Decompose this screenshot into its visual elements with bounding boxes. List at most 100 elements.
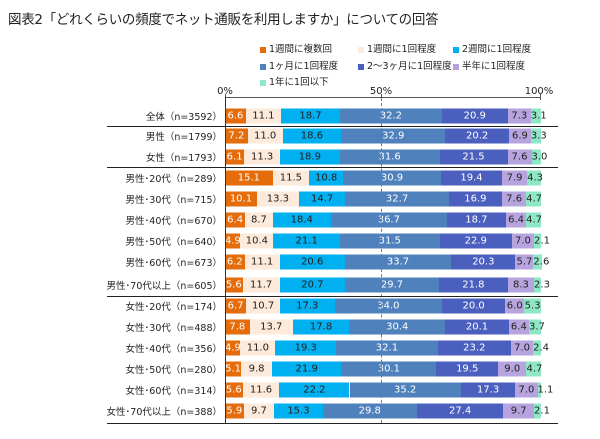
bar-segment: 7.8 [225, 319, 250, 335]
bar-segment: 20.1 [445, 319, 509, 335]
category-label: 女性･20代（n=174） [125, 302, 222, 313]
bar-segment: 32.9 [341, 128, 446, 144]
bar-segment: 11.0 [247, 128, 283, 144]
bar-segment: 11.6 [242, 382, 280, 398]
bar-segment: 22.2 [279, 382, 350, 398]
legend-item: 2～3ヶ月に1回程度 [358, 58, 452, 72]
category-label: 男性･40代（n=670） [125, 216, 222, 227]
bar-segment: 5.3 [524, 298, 541, 314]
bar-segment: 7.6 [507, 149, 532, 165]
bar-segment: 3.7 [528, 319, 545, 335]
bar-segment: 19.3 [275, 340, 337, 356]
category-label: 男性（n=1799） [145, 132, 222, 143]
bar-segment: 6.2 [225, 254, 245, 270]
category-label: 男性･20代（n=289） [125, 174, 222, 185]
bar-segment: 17.3 [460, 382, 516, 398]
x-axis [225, 97, 541, 98]
legend-item: 2週間に1回程度 [453, 41, 531, 55]
bar-segment: 11.1 [245, 108, 281, 124]
category-label: 女性･30代（n=488） [125, 323, 222, 334]
bar-segment: 11.0 [240, 340, 276, 356]
bar-segment: 20.6 [279, 254, 345, 270]
group-divider [107, 296, 558, 297]
bar-segment: 22.9 [439, 233, 512, 249]
bar-segment: 6.6 [225, 108, 246, 124]
bar-segment: 33.7 [344, 254, 452, 270]
bar-segment: 11.7 [242, 277, 280, 293]
bar-segment: 20.7 [279, 277, 346, 293]
bar-segment: 30.9 [343, 170, 441, 186]
legend-item: 1年に1回以下 [260, 74, 329, 88]
bar-segment: 7.3 [507, 108, 531, 124]
bar-segment: 7.9 [502, 170, 528, 186]
group-divider [107, 167, 558, 168]
bar-segment: 10.4 [240, 233, 274, 249]
bar-segment: 18.4 [272, 212, 331, 228]
bar-segment: 27.4 [416, 403, 504, 419]
bar-segment: 4.9 [225, 233, 241, 249]
bar-segment: 13.7 [249, 319, 293, 335]
bar-segment: 5.7 [515, 254, 534, 270]
bar-segment: 11.1 [244, 254, 280, 270]
legend-swatch [260, 63, 266, 70]
bar-segment: 5.6 [225, 277, 243, 293]
bar-segment: 20.9 [441, 108, 508, 124]
legend-swatch [260, 46, 266, 53]
bar-segment: 5.1 [225, 361, 242, 377]
bar-segment: 20.2 [445, 128, 510, 144]
category-label: 女性･40代（n=356） [125, 344, 222, 355]
category-label: 男性･70代以上（n=605） [106, 281, 222, 292]
category-label: 女性･70代以上（n=388） [106, 407, 222, 418]
bar-segment: 6.9 [509, 128, 531, 144]
bar-segment: 9.7 [503, 403, 535, 419]
legend-item: 半年に1回程度 [453, 58, 525, 72]
bar-segment: 6.4 [225, 212, 246, 228]
bar-segment: 8.3 [507, 277, 535, 293]
bar-segment: 17.8 [292, 319, 350, 335]
legend-swatch [260, 79, 266, 86]
category-label: 男性･60代（n=673） [125, 258, 222, 269]
bar-segment: 4.7 [526, 212, 543, 228]
bar-segment: 7.2 [225, 128, 248, 144]
legend-label: 1年に1回以下 [269, 77, 329, 88]
bar-segment: 31.6 [339, 149, 440, 165]
bar-segment: 2.6 [533, 254, 550, 270]
bar-segment: 21.1 [273, 233, 341, 249]
bar-segment: 21.8 [438, 277, 508, 293]
bar-segment: 16.9 [448, 191, 503, 207]
bar-segment: 18.7 [446, 212, 506, 228]
bar-segment: 9.7 [243, 403, 275, 419]
bar-segment: 6.1 [225, 149, 245, 165]
bar-segment: 3.3 [530, 128, 547, 144]
legend-label: 半年に1回程度 [462, 61, 526, 72]
bar-segment: 23.2 [437, 340, 511, 356]
bar-segment: 7.0 [511, 233, 535, 249]
tick-label: 0% [217, 86, 233, 97]
bar-segment: 32.1 [336, 340, 438, 356]
group-divider [107, 126, 558, 127]
legend-label: 1週間に1回程度 [367, 44, 437, 55]
bar-segment: 30.4 [349, 319, 446, 335]
tick-mark [540, 94, 541, 100]
midline-50 [381, 98, 382, 423]
bar-segment: 4.3 [527, 170, 543, 186]
bar-segment: 29.8 [322, 403, 417, 419]
category-label: 男性･50代（n=640） [125, 237, 222, 248]
legend-swatch [453, 63, 459, 70]
bar-segment: 6.0 [505, 298, 525, 314]
legend-item: 1ヶ月に1回程度 [260, 58, 338, 72]
bar-segment: 18.7 [280, 108, 340, 124]
bar-segment: 9.0 [498, 361, 527, 377]
category-label: 女性（n=1793） [145, 153, 222, 164]
bar-segment: 10.8 [309, 170, 344, 186]
tick-mark [381, 94, 382, 100]
bar-segment: 15.3 [274, 403, 323, 419]
bar-segment: 10.7 [246, 298, 280, 314]
bar-segment: 3.1 [530, 108, 547, 124]
legend-swatch [358, 46, 364, 53]
bar-segment: 20.3 [451, 254, 516, 270]
bar-segment: 5.6 [225, 382, 243, 398]
category-label: 女性･50代（n=280） [125, 365, 222, 376]
legend-item: 1週間に1回程度 [358, 41, 436, 55]
